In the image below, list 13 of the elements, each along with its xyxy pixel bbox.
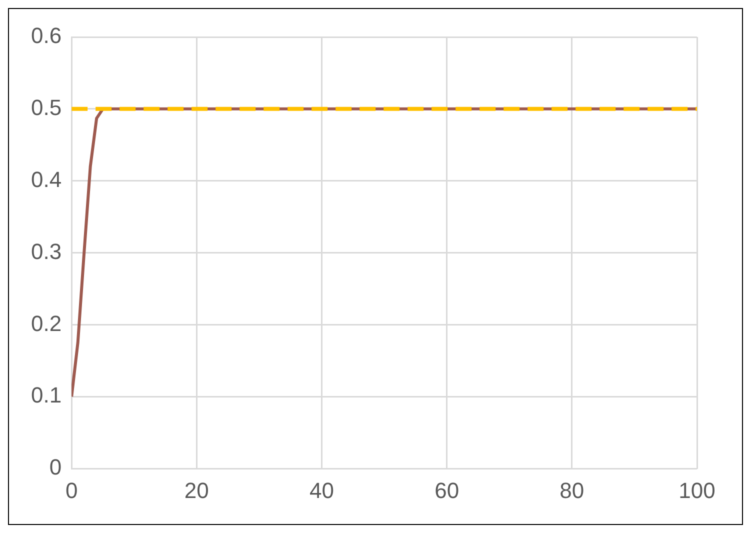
x-tick-label: 80 xyxy=(560,478,584,503)
y-tick-label: 0.2 xyxy=(30,310,62,336)
x-tick-label: 60 xyxy=(434,478,460,503)
y-tick-label: 0.4 xyxy=(30,166,62,192)
y-tick-label: 0.3 xyxy=(30,238,62,264)
y-tick-label: 0.5 xyxy=(30,94,62,120)
x-tick-label: 40 xyxy=(310,478,334,503)
y-tick-label: 0 xyxy=(49,454,62,480)
x-tick-label: 20 xyxy=(184,478,209,503)
y-tick-label: 0.1 xyxy=(30,382,62,408)
x-tick-label: 100 xyxy=(678,478,716,503)
y-tick-label: 0.6 xyxy=(30,23,62,48)
x-tick-label: 0 xyxy=(65,478,78,503)
